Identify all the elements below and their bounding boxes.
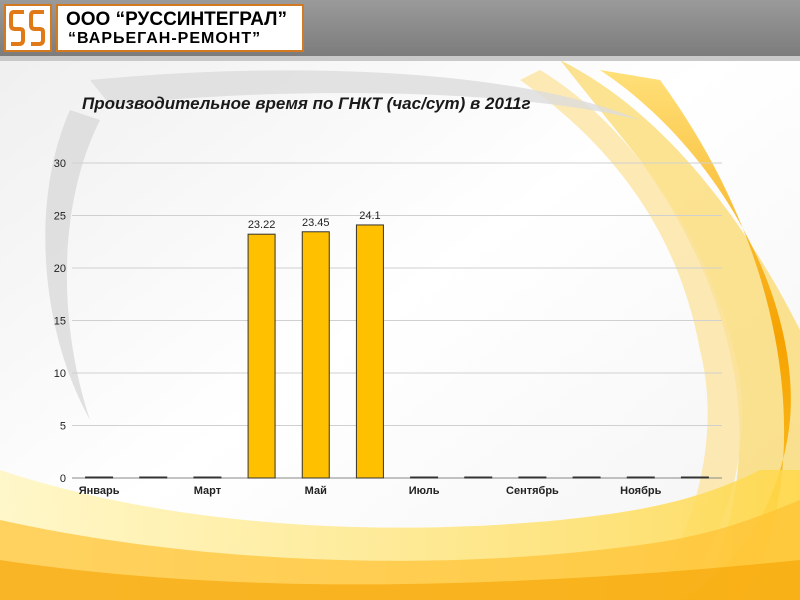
- bar-1: [85, 476, 114, 479]
- x-tick-label: Июль: [409, 485, 440, 497]
- x-tick-label: Ноябрь: [620, 485, 661, 497]
- bar-6: [355, 224, 384, 479]
- bar-7: [410, 476, 439, 479]
- data-label: 23.22: [248, 219, 276, 231]
- y-tick-label: 5: [60, 421, 66, 433]
- header-stripe: [0, 56, 800, 61]
- data-label: 23.45: [302, 217, 330, 229]
- y-tick-label: 30: [54, 158, 66, 170]
- company-logo: [4, 4, 52, 52]
- ss-logo-icon: [8, 8, 48, 48]
- chart-title: Производительное время по ГНКТ (час/сут)…: [82, 94, 531, 113]
- bar-2: [139, 476, 168, 479]
- bar-8: [464, 476, 493, 479]
- x-tick-label: Март: [194, 485, 222, 497]
- header-bar: ООО “РУССИНТЕГРАЛ” “ВАРЬЕГАН-РЕМОНТ”: [0, 0, 800, 61]
- bar-9: [518, 476, 547, 479]
- bar-4: [247, 233, 276, 479]
- data-label: 24.1: [359, 210, 380, 222]
- bar-5: [301, 231, 330, 479]
- x-tick-label: Сентябрь: [506, 485, 559, 497]
- y-tick-label: 25: [54, 211, 66, 223]
- bar-11: [626, 476, 655, 479]
- company-name-box: ООО “РУССИНТЕГРАЛ” “ВАРЬЕГАН-РЕМОНТ”: [56, 4, 304, 52]
- bar-10: [572, 476, 601, 479]
- y-tick-label: 20: [54, 263, 66, 275]
- company-name-line1: ООО “РУССИНТЕГРАЛ”: [66, 9, 288, 30]
- x-tick-label: Январь: [79, 485, 120, 497]
- y-tick-label: 10: [54, 368, 66, 380]
- y-tick-label: 15: [54, 316, 66, 328]
- bar-3: [193, 476, 222, 479]
- x-tick-label: Май: [305, 485, 327, 497]
- company-name-line2: “ВАРЬЕГАН-РЕМОНТ”: [68, 30, 262, 47]
- bar-12: [680, 476, 709, 479]
- y-tick-label: 0: [60, 473, 66, 485]
